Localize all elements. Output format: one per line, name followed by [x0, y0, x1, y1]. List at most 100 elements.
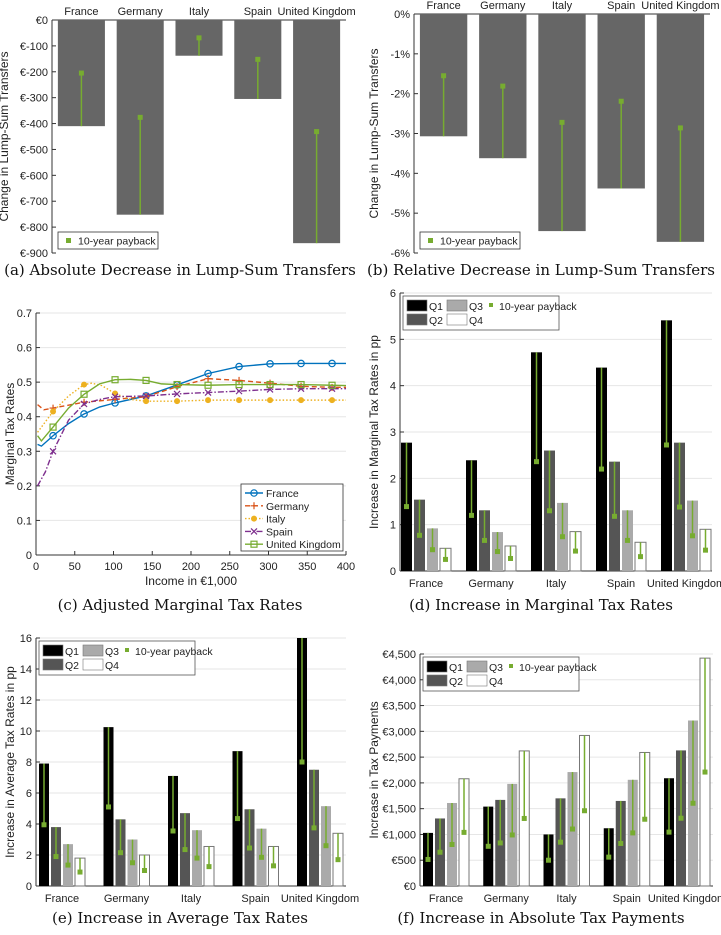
y-tick-label: -5%	[390, 208, 410, 220]
category-label: Italy	[181, 893, 202, 905]
legend-label: 10-year payback	[78, 236, 156, 248]
legend-payback-marker	[428, 238, 433, 243]
category-label: Spain	[607, 578, 635, 590]
legend-label: Spain	[266, 526, 293, 538]
marker-star	[81, 381, 88, 388]
legend-label: Italy	[266, 514, 286, 526]
category-label: Germany	[484, 893, 530, 905]
payback-marker	[449, 841, 455, 847]
payback-marker	[534, 459, 539, 465]
payback-marker	[437, 849, 443, 855]
y-tick-label: €-200	[20, 67, 48, 79]
payback-marker	[469, 512, 474, 518]
marker-star	[298, 397, 305, 404]
y-tick-label: 0.4	[17, 412, 32, 424]
payback-marker	[485, 843, 491, 849]
legend-payback-marker	[489, 303, 493, 307]
category-label: Italy	[546, 578, 567, 590]
payback-marker	[404, 504, 409, 510]
marker-x	[142, 392, 150, 400]
category-label: France	[409, 578, 443, 590]
category-label: Italy	[556, 893, 577, 905]
marker-circle	[266, 360, 274, 368]
legend-label: Q3	[469, 301, 483, 313]
series-line	[36, 378, 347, 443]
legend-box	[57, 231, 159, 250]
y-tick-label: €3,500	[382, 701, 416, 713]
payback-marker	[77, 869, 83, 875]
marker-plus	[235, 376, 243, 384]
payback-marker	[259, 854, 264, 860]
payback-marker	[508, 555, 513, 561]
category-label: United Kingdom	[647, 578, 721, 590]
y-tick-label: 6	[390, 288, 396, 300]
marker-star	[236, 397, 243, 404]
x-tick-label: 350	[298, 561, 316, 573]
legend-label: 10-year payback	[499, 301, 577, 313]
chart-a: €0 €-100 €-200 €-300 €-400 €-500 €-600 €-700 €-8…	[0, 6, 356, 260]
y-tick-label: 4	[390, 381, 396, 393]
payback-marker	[106, 804, 111, 810]
payback-marker	[323, 843, 329, 849]
legend: Q1 Q2 Q3 Q4 10-year payback	[402, 295, 577, 331]
y-axis-label: Increase in Marginal Tax Rates in pp	[367, 335, 381, 529]
category-label: Spain	[244, 6, 272, 18]
payback-marker	[599, 466, 604, 472]
legend-label: Q4	[469, 315, 483, 327]
legend-swatch-q3	[446, 299, 468, 312]
legend-label: 10-year payback	[440, 236, 518, 248]
payback-marker	[235, 816, 240, 822]
caption-f: (f) Increase in Absolute Tax Payments	[397, 909, 685, 927]
x-tick-label: 50	[69, 561, 81, 573]
series-line	[36, 382, 346, 433]
payback-marker	[206, 864, 212, 870]
legend: 10-year payback	[419, 231, 521, 250]
category-label: United Kingdom	[281, 893, 359, 905]
payback-marker	[677, 504, 682, 510]
marker-star	[329, 397, 336, 404]
category-label: Spain	[613, 893, 641, 905]
caption-c: (c) Adjusted Marginal Tax Rates	[57, 596, 303, 614]
y-axis-label: Increase in Tax Payments	[367, 701, 381, 838]
payback-marker	[678, 815, 684, 821]
legend-swatch-q2	[406, 313, 428, 326]
x-tick-label: 400	[337, 561, 355, 573]
marker-plus	[204, 375, 212, 383]
payback-marker	[255, 56, 261, 62]
payback-marker	[142, 868, 147, 873]
marker-square	[235, 380, 243, 389]
payback-marker	[630, 830, 636, 836]
payback-marker	[560, 534, 565, 540]
marker-plus	[266, 379, 274, 387]
payback-marker	[441, 73, 447, 79]
marker-star	[267, 397, 274, 404]
payback-marker	[642, 816, 648, 822]
caption-e: (e) Increase in Average Tax Rates	[51, 909, 309, 927]
legend-swatch-q2	[426, 674, 448, 687]
payback-marker	[666, 829, 672, 835]
payback-marker	[482, 537, 487, 543]
payback-marker	[65, 862, 71, 868]
y-axis-label: Marginal Tax Rates	[3, 383, 17, 486]
category-label: United Kingdom	[648, 893, 721, 905]
legend-box	[38, 640, 196, 676]
legend: Q1 Q2 Q3 Q4 10-year payback	[422, 656, 597, 692]
y-tick-label: €4,000	[382, 675, 416, 687]
x-tick-label: 150	[143, 561, 161, 573]
legend-label: Q1	[449, 662, 463, 674]
series-spain	[36, 385, 346, 487]
legend-label: 10-year payback	[135, 646, 213, 658]
marker-square	[49, 423, 57, 431]
category-label: Italy	[552, 0, 573, 12]
payback-marker	[78, 70, 84, 76]
y-tick-label: €-900	[20, 248, 48, 260]
legend-label: 10-year payback	[519, 662, 597, 674]
marker-star	[112, 390, 119, 397]
legend: Q1 Q2 Q3 Q4 10-year payback	[38, 640, 213, 676]
marker-star	[251, 515, 257, 522]
payback-marker	[182, 847, 188, 853]
marker-square	[204, 381, 212, 389]
y-tick-label: 0.1	[17, 515, 32, 527]
category-label: Germany	[468, 578, 514, 590]
